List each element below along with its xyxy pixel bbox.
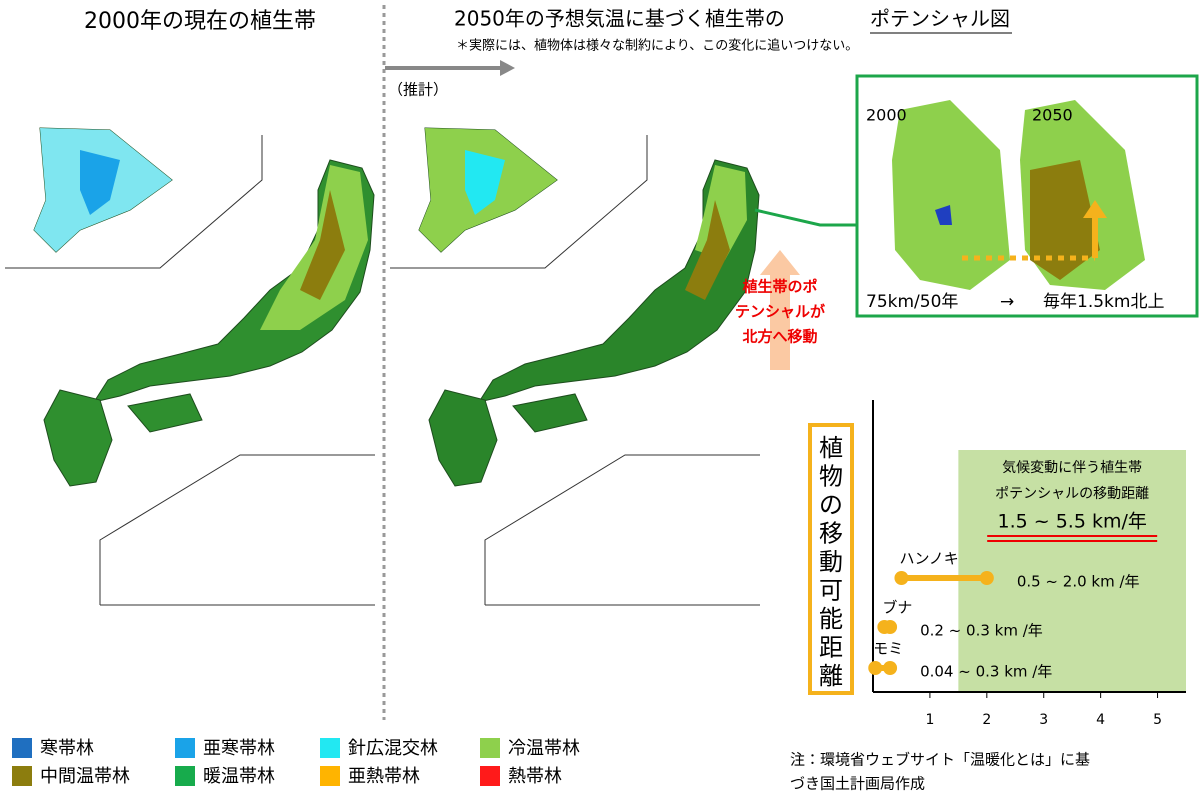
map-2050 [390,128,760,605]
x-tick-label: 4 [1096,712,1105,728]
inset-rate: 毎年1.5km北上 [1043,292,1164,312]
x-tick-label: 2 [982,712,991,728]
band-title: 気候変動に伴う植生帯 [1002,459,1142,476]
legend-swatch [12,766,32,786]
x-tick-label: 1 [925,712,934,728]
vertical-label-text: 植物の移動可能距離 [819,434,843,690]
legend-swatch [480,766,500,786]
footnote: づき国土計画局作成 [790,775,925,793]
estimate: （推計） [388,81,448,99]
value-label: 0.2 ~ 0.3 km /年 [920,622,1043,640]
value-label: 0.04 ~ 0.3 km /年 [920,663,1052,681]
right-title: 2050年の予想気温に基づく植生帯の [454,7,785,31]
arrow-head [500,60,515,76]
shift-label: テンシャルが [735,303,826,321]
body: 2000年の現在の植生帯 2050年の予想気温に基づく植生帯の ポテンシャル図 … [0,0,1200,795]
cool-zone [260,165,368,330]
legend-label: 中間温帯林 [40,766,130,787]
legend-label: 亜寒帯林 [203,738,275,759]
inset-connector [755,210,857,225]
inset-arrow: → [1000,292,1014,312]
band-label: 1.5 ~ 5.5 km/年 [997,511,1146,533]
inset-distance: 75km/50年 [866,292,958,312]
range-end [894,571,908,585]
page: 植生帯のポテンシャル図 { "left_title": "2000年の現在の植生… [0,0,1200,795]
legend-swatch [320,738,340,758]
band-title: ポテンシャルの移動距離 [995,486,1149,502]
legend-label: 寒帯林 [40,738,94,759]
shift-label: 植生帯のポ [742,278,817,296]
x-tick-label: 5 [1153,712,1162,728]
shift-label: 北方へ移動 [742,328,817,346]
inset-year: 2000 [866,106,907,125]
legend-label: 針広混交林 [348,738,438,759]
range-end [980,571,994,585]
x-tick-label: 3 [1039,712,1048,728]
legend-label: 冷温帯林 [508,738,580,759]
legend-swatch [175,766,195,786]
footnote: 注：環境省ウェブサイト「温暖化とは」に基 [790,751,1090,769]
range-end [868,661,882,675]
note: ＊実際には、植物体は様々な制約により、この変化に追いつけない。 [456,38,858,54]
legend-swatch [480,738,500,758]
inset-year: 2050 [1032,106,1073,125]
value-label: 0.5 ~ 2.0 km /年 [1017,573,1140,591]
range-end [883,620,897,634]
map-2000 [5,128,375,605]
vertical-label: 植物の移動可能距離 [819,434,843,690]
legend-swatch [12,738,32,758]
right-title-underlined: ポテンシャル図 [870,7,1010,31]
legend-label: 暖温帯林 [203,766,275,787]
legend-swatch [320,766,340,786]
series-name: モミ [873,640,903,658]
infographic: 2000年の現在の植生帯 2050年の予想気温に基づく植生帯の ポテンシャル図 … [0,0,1200,795]
range-end [883,661,897,675]
left-title: 2000年の現在の植生帯 [84,9,316,34]
legend-label: 熱帯林 [508,766,562,787]
series-name: ハンノキ [899,550,958,568]
series-name: ブナ [882,599,912,617]
legend-label: 亜熱帯林 [348,766,420,787]
legend-swatch [175,738,195,758]
